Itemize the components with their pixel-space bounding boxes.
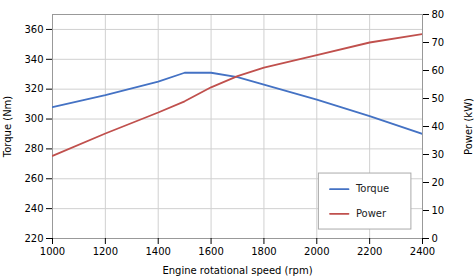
svg-text:10: 10: [432, 205, 445, 216]
svg-text:340: 340: [24, 54, 43, 65]
svg-text:Power (kW): Power (kW): [463, 98, 474, 155]
svg-text:80: 80: [432, 9, 445, 20]
svg-text:1200: 1200: [93, 246, 118, 257]
svg-text:1000: 1000: [40, 246, 65, 257]
svg-text:60: 60: [432, 65, 445, 76]
svg-text:Torque (Nm): Torque (Nm): [2, 96, 13, 159]
svg-text:2200: 2200: [357, 246, 382, 257]
svg-text:360: 360: [24, 24, 43, 35]
svg-text:1800: 1800: [251, 246, 276, 257]
svg-text:Engine rotational speed (rpm): Engine rotational speed (rpm): [162, 265, 312, 276]
svg-text:2000: 2000: [304, 246, 329, 257]
svg-text:1600: 1600: [198, 246, 223, 257]
svg-text:260: 260: [24, 173, 43, 184]
svg-text:50: 50: [432, 93, 445, 104]
svg-text:0: 0: [432, 233, 438, 244]
svg-text:280: 280: [24, 143, 43, 154]
svg-text:2400: 2400: [410, 246, 435, 257]
svg-text:Torque: Torque: [355, 183, 389, 194]
svg-text:70: 70: [432, 37, 445, 48]
svg-text:220: 220: [24, 233, 43, 244]
svg-text:320: 320: [24, 83, 43, 94]
svg-text:20: 20: [432, 177, 445, 188]
svg-text:Power: Power: [356, 208, 387, 219]
svg-text:240: 240: [24, 203, 43, 214]
svg-text:300: 300: [24, 113, 43, 124]
svg-text:1400: 1400: [145, 246, 170, 257]
svg-text:30: 30: [432, 149, 445, 160]
svg-text:40: 40: [432, 121, 445, 132]
